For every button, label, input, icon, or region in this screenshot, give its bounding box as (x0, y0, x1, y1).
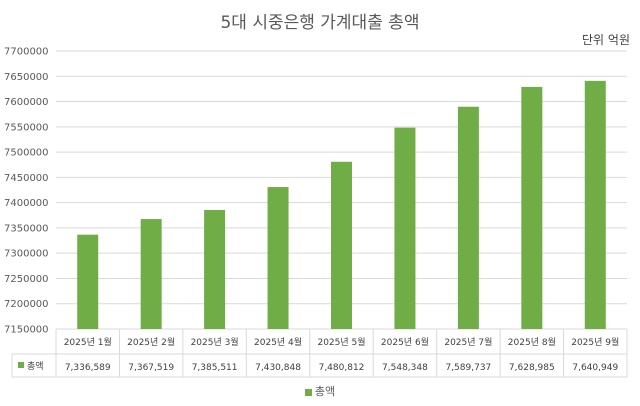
y-tick-label: 7500000 (4, 148, 49, 159)
y-tick-label: 7550000 (4, 122, 49, 133)
chart-title: 5대 시중은행 가계대출 총액 (220, 13, 420, 33)
data-label: 7,628,985 (509, 363, 555, 373)
data-label: 7,367,519 (128, 363, 174, 373)
bar (267, 187, 289, 329)
y-tick-label: 7250000 (4, 274, 49, 285)
data-label: 7,548,348 (382, 363, 428, 373)
data-label: 7,640,949 (572, 363, 618, 373)
bar (457, 106, 479, 329)
y-tick-label: 7400000 (4, 198, 49, 209)
bar (521, 86, 543, 329)
legend-swatch (304, 388, 312, 396)
x-tick-label: 2025년 7월 (444, 336, 492, 348)
x-tick-label: 2025년 2월 (127, 336, 175, 348)
y-tick-label: 7450000 (4, 173, 49, 184)
table-series-label: 총액 (27, 360, 44, 372)
x-tick-label: 2025년 3월 (191, 336, 239, 348)
table-series-swatch (18, 362, 24, 368)
legend: 총액 (0, 383, 640, 399)
data-label: 7,336,589 (65, 363, 111, 373)
x-tick-label: 2025년 1월 (64, 336, 112, 348)
bar (584, 80, 606, 329)
x-tick-label: 2025년 9월 (571, 336, 619, 348)
bar (140, 219, 162, 329)
bar (394, 127, 416, 329)
y-tick-label: 7650000 (4, 72, 49, 83)
y-tick-label: 7700000 (4, 47, 49, 58)
y-tick-label: 7600000 (4, 97, 49, 108)
x-tick-label: 2025년 8월 (508, 336, 556, 348)
y-tick-label: 7200000 (4, 299, 49, 310)
unit-label: 단위 억원 (582, 33, 630, 47)
data-label: 7,430,848 (255, 363, 301, 373)
bar (204, 209, 226, 329)
y-tick-label: 7350000 (4, 223, 49, 234)
data-label: 7,589,737 (445, 363, 491, 373)
legend-label: 총액 (314, 385, 336, 398)
x-tick-label: 2025년 4월 (254, 336, 302, 348)
x-tick-label: 2025년 6월 (381, 336, 429, 348)
y-tick-label: 7300000 (4, 249, 49, 260)
bar (77, 234, 99, 329)
data-label: 7,480,812 (319, 363, 365, 373)
bar (331, 161, 352, 329)
data-label: 7,385,511 (192, 363, 238, 373)
y-tick-label: 7150000 (4, 325, 49, 336)
x-tick-label: 2025년 5월 (317, 336, 365, 348)
